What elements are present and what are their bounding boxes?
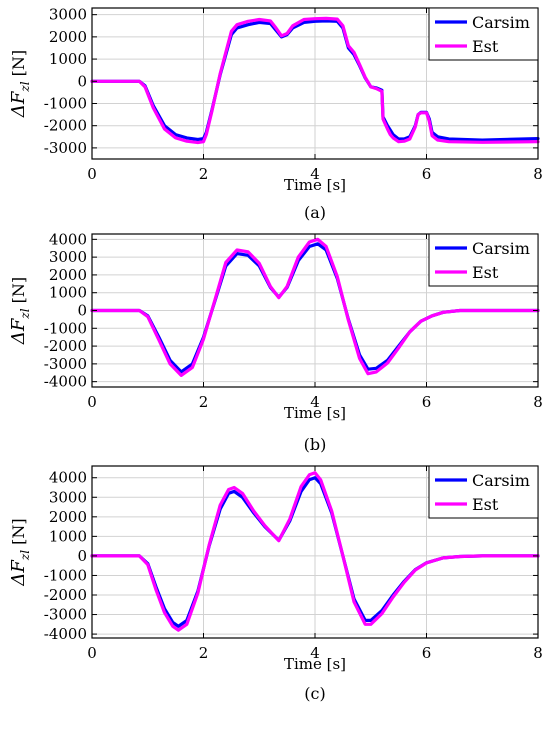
y-axis-label-sub: zl — [18, 81, 32, 92]
y-tick-label: 0 — [77, 547, 87, 565]
panel-caption: (c) — [304, 684, 325, 703]
legend-label-carsim: Carsim — [472, 239, 530, 258]
y-axis-label-unit: [N] — [9, 518, 28, 544]
x-tick-label: 8 — [533, 393, 543, 411]
y-tick-label: -3000 — [44, 355, 87, 373]
y-tick-label: -3000 — [44, 139, 87, 157]
y-axis-label: ΔFzl [N] — [8, 277, 32, 345]
y-tick-label: 1000 — [49, 50, 87, 68]
legend: Carsim Est — [428, 233, 539, 287]
legend-label-carsim: Carsim — [472, 13, 530, 32]
legend-box — [428, 465, 539, 519]
y-axis-label: ΔFzl [N] — [8, 50, 32, 118]
chart-panel-1: 0 2 4 6 8 -3000 -2000 -1000 0 1000 2000 3000 Time [s… — [8, 6, 543, 222]
x-tick-label: 4 — [310, 393, 320, 411]
y-axis-label: ΔFzl [N] — [8, 518, 32, 586]
y-axis-label-sub: zl — [18, 308, 32, 319]
y-tick-label: 0 — [77, 72, 87, 90]
y-axis-label-unit: [N] — [9, 277, 28, 303]
y-tick-label: -1000 — [44, 319, 87, 337]
series-line-est — [90, 471, 540, 632]
y-tick-label: -2000 — [44, 117, 87, 135]
y-tick-label: -4000 — [44, 625, 87, 643]
y-axis-label-unit: [N] — [9, 50, 28, 76]
legend-label-est: Est — [472, 495, 499, 514]
y-tick-label: -4000 — [44, 373, 87, 391]
y-tick-label: 3000 — [49, 248, 87, 266]
legend-label-carsim: Carsim — [472, 471, 530, 490]
x-tick-label: 2 — [199, 165, 209, 183]
y-tick-label: 3000 — [49, 6, 87, 24]
x-tick-label: 2 — [199, 393, 209, 411]
y-tick-label: -1000 — [44, 566, 87, 584]
x-tick-label: 6 — [422, 165, 432, 183]
y-axis-label-main: ΔF — [8, 559, 29, 587]
x-axis-label: Time [s] — [284, 404, 346, 422]
chart-panel-2: 0 2 4 6 8-4000-3000-2000-1000010002000300040… — [8, 230, 543, 454]
x-axis-label: Time [s] — [284, 176, 346, 194]
y-axis-label-sub: zl — [18, 550, 32, 561]
panel-caption: (a) — [304, 203, 326, 222]
y-tick-label: -2000 — [44, 337, 87, 355]
series-line-est — [90, 237, 540, 377]
series-line-est — [90, 16, 540, 145]
x-axis-label: Time [s] — [284, 655, 346, 673]
y-tick-label: -3000 — [44, 606, 87, 624]
x-tick-label: 4 — [310, 644, 320, 662]
y-axis-label-main: ΔF — [8, 317, 29, 345]
chart-panel-3: 0 2 4 6 8-4000-3000-2000-1000010002000300040… — [8, 465, 543, 703]
x-tick-label: 0 — [87, 165, 97, 183]
y-tick-label: -2000 — [44, 586, 87, 604]
legend-box — [428, 233, 539, 287]
legend-label-est: Est — [472, 263, 499, 282]
x-tick-label: 4 — [310, 165, 320, 183]
x-tick-label: 2 — [199, 644, 209, 662]
y-tick-label: 1000 — [49, 527, 87, 545]
y-tick-label: 2000 — [49, 508, 87, 526]
legend-box — [428, 7, 539, 61]
panel-caption: (b) — [304, 435, 327, 454]
y-tick-label: 1000 — [49, 284, 87, 302]
x-tick-label: 6 — [422, 644, 432, 662]
legend: Carsim Est — [428, 7, 539, 61]
x-tick-label: 8 — [533, 644, 543, 662]
x-tick-label: 8 — [533, 165, 543, 183]
legend: Carsim Est — [428, 465, 539, 519]
x-tick-label: 6 — [422, 393, 432, 411]
legend-label-est: Est — [472, 37, 499, 56]
y-tick-label: 2000 — [49, 28, 87, 46]
y-tick-label: 2000 — [49, 266, 87, 284]
y-tick-label: 0 — [77, 302, 87, 320]
y-axis-label-main: ΔF — [8, 90, 29, 118]
y-tick-label: -1000 — [44, 94, 87, 112]
x-tick-label: 0 — [87, 393, 97, 411]
y-tick-label: 4000 — [49, 230, 87, 248]
x-tick-label: 0 — [87, 644, 97, 662]
y-tick-label: 4000 — [49, 469, 87, 487]
y-tick-label: 3000 — [49, 488, 87, 506]
